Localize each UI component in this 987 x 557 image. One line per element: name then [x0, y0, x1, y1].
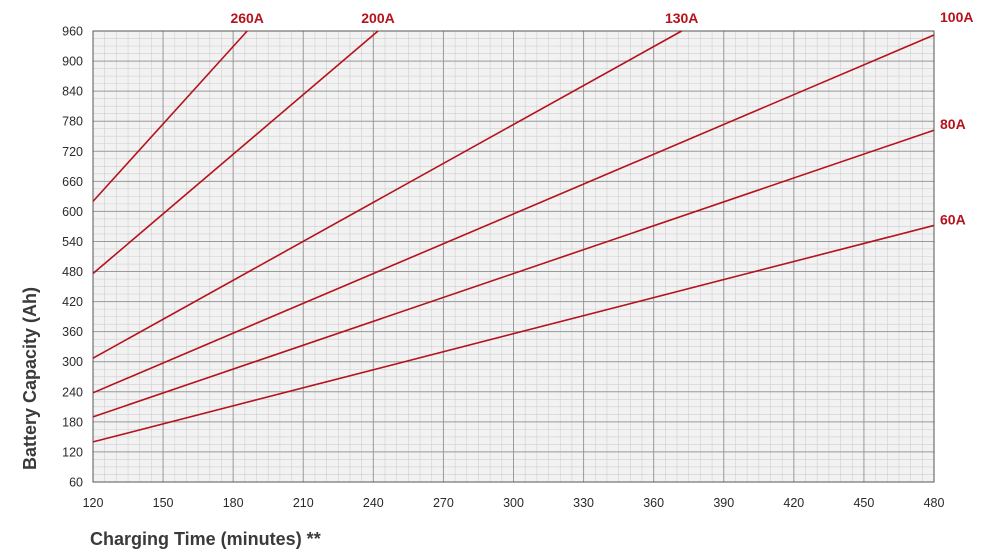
- series-label: 260A: [230, 10, 263, 26]
- series-line: [92, 34, 935, 394]
- y-tick-label: 420: [62, 295, 83, 309]
- series-label: 200A: [361, 10, 394, 26]
- x-tick-label: 330: [573, 496, 594, 510]
- x-tick-label: 150: [153, 496, 174, 510]
- y-axis-title: Battery Capacity (Ah): [20, 287, 40, 470]
- y-tick-labels: 60 120 180 240 300 360 420 480 540 600 660 720 780 84…: [62, 25, 83, 490]
- y-tick-label: 720: [62, 145, 83, 159]
- x-tick-labels: 120 150 180 210 240 270 300 330 360 390 420 450 480: [83, 496, 945, 510]
- x-tick-label: 300: [503, 496, 524, 510]
- x-tick-label: 210: [293, 496, 314, 510]
- y-tick-label: 780: [62, 115, 83, 129]
- plot-border: [92, 30, 935, 483]
- series-line: [92, 30, 248, 202]
- y-tick-label: 660: [62, 175, 83, 189]
- x-tick-label: 420: [783, 496, 804, 510]
- y-tick-label: 960: [62, 25, 83, 39]
- series-line: [92, 224, 935, 443]
- x-axis-title: Charging Time (minutes) **: [90, 529, 321, 549]
- series-line: [92, 30, 379, 275]
- x-tick-label: 120: [83, 496, 104, 510]
- x-tick-label: 240: [363, 496, 384, 510]
- x-tick-label: 360: [643, 496, 664, 510]
- y-tick-label: 600: [62, 205, 83, 219]
- series-line: [92, 129, 935, 418]
- y-tick-label: 180: [62, 415, 83, 429]
- y-tick-label: 840: [62, 85, 83, 99]
- series-labels: 260A 200A 130A 100A 80A 60A: [230, 9, 973, 227]
- series-label: 100A: [940, 9, 973, 25]
- x-tick-label: 270: [433, 496, 454, 510]
- series-label: 60A: [940, 211, 966, 227]
- x-tick-label: 390: [713, 496, 734, 510]
- y-tick-label: 480: [62, 265, 83, 279]
- y-tick-label: 120: [62, 445, 83, 459]
- y-tick-label: 360: [62, 325, 83, 339]
- y-tick-label: 540: [62, 235, 83, 249]
- y-tick-label: 900: [62, 55, 83, 69]
- x-tick-label: 180: [223, 496, 244, 510]
- series-line: [92, 30, 683, 359]
- x-tick-label: 480: [924, 496, 945, 510]
- series-label: 130A: [665, 10, 698, 26]
- series-lines: [92, 30, 935, 443]
- y-tick-label: 60: [69, 476, 83, 490]
- y-tick-label: 240: [62, 385, 83, 399]
- y-tick-label: 300: [62, 355, 83, 369]
- series-label: 80A: [940, 116, 966, 132]
- x-tick-label: 450: [853, 496, 874, 510]
